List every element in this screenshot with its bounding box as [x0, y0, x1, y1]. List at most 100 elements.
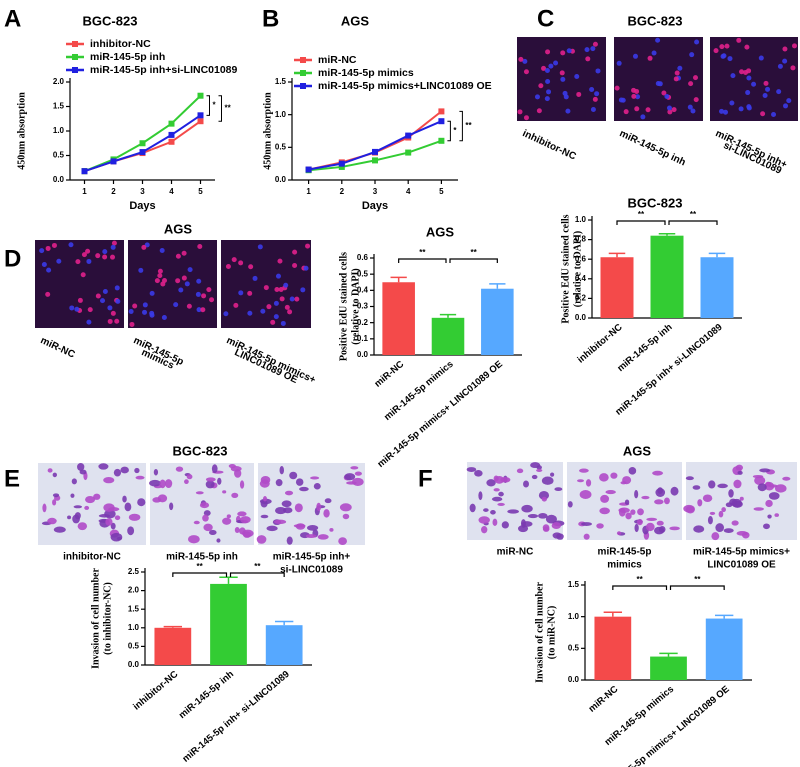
- cell: [693, 525, 705, 533]
- significance-label: **: [638, 210, 645, 219]
- cell: [625, 512, 632, 520]
- cell: [674, 70, 680, 76]
- x-axis-label: Days: [129, 200, 155, 212]
- cell: [782, 58, 788, 64]
- cell: [518, 56, 524, 62]
- y-tick-label: 0.0: [275, 175, 287, 184]
- cell: [610, 472, 618, 479]
- point: [372, 157, 378, 164]
- cell: [208, 529, 217, 536]
- cell: [47, 517, 57, 525]
- cell: [759, 468, 771, 473]
- cell: [260, 514, 269, 519]
- cell: [692, 75, 698, 81]
- image-title: BGC-823: [628, 13, 683, 28]
- cell: [164, 479, 173, 489]
- x-tick-label: 2: [111, 187, 116, 196]
- cell: [753, 507, 764, 511]
- x-tick-label: 2: [340, 187, 345, 196]
- micrograph: [35, 240, 124, 328]
- cell: [744, 44, 750, 50]
- cell: [159, 247, 165, 253]
- micrograph-bg: [221, 240, 311, 328]
- cell: [134, 467, 140, 474]
- cell: [605, 490, 616, 495]
- cell: [671, 107, 677, 113]
- cell: [645, 107, 651, 113]
- cell: [238, 290, 244, 296]
- cell: [128, 513, 141, 521]
- legend-label: miR-NC: [318, 54, 357, 66]
- cell: [635, 94, 641, 100]
- cell: [693, 97, 699, 103]
- cell: [581, 522, 593, 526]
- cell: [782, 46, 788, 52]
- cell: [634, 490, 639, 499]
- cell: [739, 69, 745, 75]
- cell: [507, 509, 520, 514]
- cell: [110, 254, 116, 260]
- cell: [338, 537, 347, 545]
- cell: [545, 49, 551, 55]
- significance-label: *: [453, 126, 457, 135]
- cell: [723, 528, 734, 534]
- cell: [516, 468, 524, 474]
- cell: [275, 273, 281, 279]
- y-axis-label: Positive EdU stained cells: [560, 214, 571, 323]
- micrograph: [466, 462, 565, 540]
- cell: [634, 523, 639, 533]
- cell: [544, 96, 550, 102]
- panel-letter: A: [4, 5, 21, 32]
- cell: [84, 505, 90, 510]
- cell: [273, 300, 279, 306]
- cell: [622, 476, 632, 485]
- cell: [240, 516, 251, 524]
- significance-label: **: [465, 121, 472, 130]
- panel-letter: F: [418, 465, 433, 492]
- y-axis-label: (relative to DAPI): [572, 231, 583, 307]
- cell: [247, 310, 253, 316]
- cell: [536, 108, 542, 114]
- cell: [708, 480, 716, 489]
- cell: [478, 516, 490, 524]
- cell: [760, 111, 766, 117]
- image-label: inhibitor-NC: [63, 552, 121, 563]
- cell: [544, 68, 550, 74]
- image-label: miR-145-5p inh+: [273, 552, 351, 563]
- cell: [775, 484, 787, 493]
- point: [197, 112, 204, 119]
- cell: [279, 296, 285, 302]
- cell: [690, 108, 696, 114]
- micrograph: [256, 463, 365, 545]
- cell: [86, 258, 92, 264]
- cell: [559, 70, 565, 76]
- y-tick-label: 1.5: [128, 604, 140, 613]
- point: [405, 132, 412, 139]
- cell: [329, 528, 334, 532]
- cell: [720, 53, 726, 59]
- cell: [85, 248, 91, 254]
- cell: [560, 50, 566, 56]
- cell: [677, 65, 683, 71]
- cell: [542, 524, 550, 532]
- cell: [42, 503, 47, 513]
- cell: [263, 285, 269, 291]
- cell: [655, 37, 661, 43]
- cell: [585, 56, 591, 62]
- cell: [252, 275, 258, 281]
- significance-label: **: [197, 562, 204, 571]
- bar: [650, 656, 687, 680]
- cell: [553, 60, 559, 66]
- cell: [560, 76, 566, 82]
- cell: [757, 483, 767, 492]
- cell: [563, 94, 569, 100]
- cell: [122, 495, 127, 503]
- cell: [69, 305, 75, 311]
- cell: [523, 480, 529, 488]
- significance-label: **: [694, 575, 701, 584]
- cell: [481, 526, 488, 534]
- cell: [260, 308, 266, 314]
- cell: [491, 496, 503, 502]
- y-tick-label: 0.6: [357, 253, 369, 262]
- cell: [664, 93, 670, 99]
